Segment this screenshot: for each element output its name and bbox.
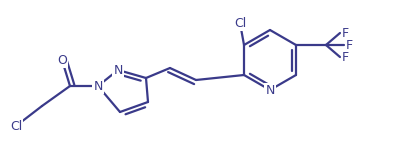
- Text: O: O: [57, 53, 67, 66]
- Text: F: F: [341, 26, 348, 40]
- Text: F: F: [341, 50, 348, 63]
- Text: N: N: [265, 83, 274, 96]
- Text: F: F: [345, 38, 352, 52]
- Text: N: N: [93, 79, 102, 92]
- Text: Cl: Cl: [233, 16, 246, 29]
- Text: Cl: Cl: [10, 119, 22, 132]
- Text: N: N: [113, 63, 122, 77]
